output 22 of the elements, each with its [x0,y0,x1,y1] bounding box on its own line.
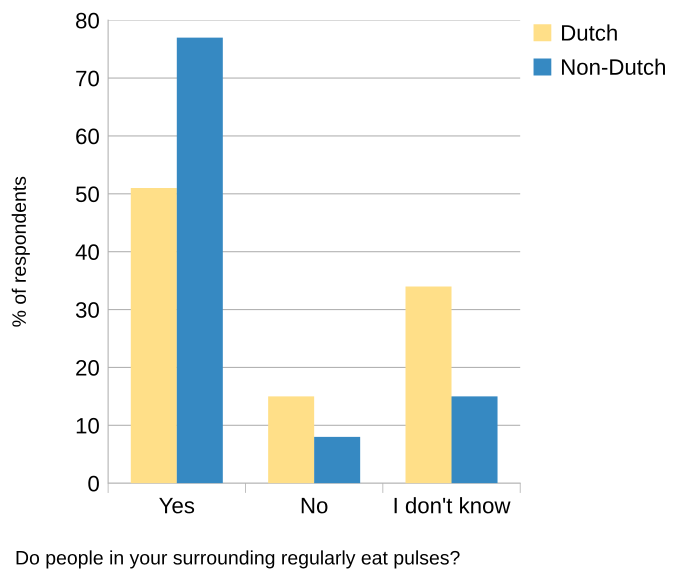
y-tick-label: 30 [76,302,99,318]
bar [452,396,498,484]
legend-label: Non-Dutch [562,58,665,75]
y-tick-label: 80 [76,12,99,28]
bar [130,188,177,484]
x-axis-title: Do people in your surrounding regularly eat pulses? [16,550,460,568]
bar [406,286,452,484]
y-tick-label: 60 [76,128,99,144]
legend-label: Dutch [562,24,617,41]
x-tick-label: I don't know [394,497,511,514]
y-tick-label: 50 [76,186,99,202]
y-tick-label: 0 [88,476,99,492]
x-tick-label: No [302,498,328,514]
bar [176,38,223,484]
y-tick-label: 40 [76,244,99,260]
y-tick-label: 70 [76,70,99,86]
y-tick-label: 20 [76,360,99,376]
y-tick-label: 10 [76,418,99,434]
bar [268,396,314,484]
y-axis-title: % of respondents [12,176,30,327]
bar [314,436,360,484]
x-tick-label: Yes [159,498,194,514]
